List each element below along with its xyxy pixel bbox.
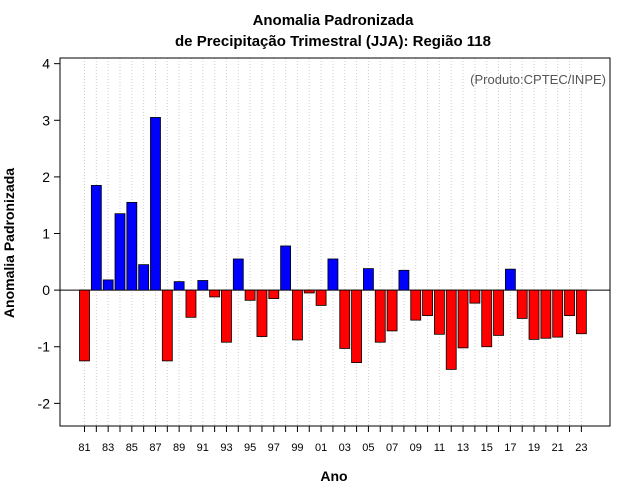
x-tick-label-99: 99	[291, 442, 303, 454]
bar-94	[232, 258, 244, 291]
x-tick-label-85: 85	[126, 442, 138, 454]
x-tick-label-95: 95	[244, 442, 256, 454]
bar-19	[528, 289, 540, 340]
x-tick-label-89: 89	[173, 442, 185, 454]
x-tick-label-07: 07	[386, 442, 398, 454]
x-tick-label-03: 03	[339, 442, 351, 454]
source-annotation: (Produto:CPTEC/INPE)	[470, 72, 606, 87]
bar-22	[564, 289, 575, 317]
bar-14	[469, 289, 481, 304]
bar-93	[221, 289, 232, 343]
x-tick-label-21: 21	[552, 442, 564, 454]
bar-86	[138, 264, 150, 291]
bar-17	[504, 268, 516, 291]
bar-20	[540, 289, 552, 339]
bar-16	[493, 289, 504, 336]
chart-title-line1: Anomalia Padronizada	[253, 12, 415, 29]
bar-89	[173, 281, 185, 291]
bar-98	[280, 245, 292, 291]
y-axis-title: Anomalia Padronizada	[1, 168, 17, 318]
x-tick-label-11: 11	[434, 442, 445, 454]
x-tick-label-19: 19	[528, 442, 540, 454]
bar-95	[244, 289, 256, 301]
bar-91	[197, 280, 209, 291]
bar-05	[363, 268, 374, 291]
x-tick-label-23: 23	[575, 442, 587, 454]
y-tick-label: 1	[42, 226, 50, 242]
bar-82	[90, 184, 102, 291]
bar-11	[433, 289, 445, 335]
bar-99	[292, 289, 303, 341]
bar-97	[268, 289, 280, 300]
bar-88	[161, 289, 173, 362]
bar-02	[327, 258, 339, 291]
bars	[79, 117, 587, 370]
y-tick-label: 0	[42, 282, 50, 298]
bar-09	[410, 289, 422, 321]
bar-96	[256, 289, 268, 337]
bar-83	[102, 279, 114, 291]
x-tick-label-05: 05	[362, 442, 374, 454]
bar-04	[351, 289, 362, 363]
bar-13	[457, 289, 469, 349]
bar-15	[481, 289, 493, 348]
bar-21	[552, 289, 564, 338]
bar-85	[126, 201, 138, 291]
x-tick-label-09: 09	[410, 442, 422, 454]
bar-10	[422, 289, 433, 317]
bar-01	[315, 289, 327, 306]
grid-lines	[84, 58, 582, 426]
y-tick-label: -1	[38, 339, 51, 355]
chart-title-line2: de Precipitação Trimestral (JJA): Região…	[175, 33, 491, 50]
x-tick-label-15: 15	[481, 442, 493, 454]
x-tick-label-97: 97	[268, 442, 280, 454]
x-axis: 81 83 85 87 89 91 93 95 97 99 01 03 05 07 09 11 13 15 17 19…	[78, 426, 587, 454]
y-tick-label: -2	[38, 395, 51, 411]
bar-06	[374, 289, 386, 343]
bar-81	[79, 289, 90, 362]
x-axis-title: Ano	[320, 468, 347, 484]
bar-18	[516, 289, 528, 319]
x-tick-label-87: 87	[149, 442, 161, 454]
bar-90	[185, 289, 197, 318]
x-tick-label-91: 91	[197, 442, 209, 454]
bar-07	[386, 289, 398, 332]
y-axis: -2 -1 0 1 2 3 4	[38, 56, 60, 411]
bar-87	[150, 117, 161, 291]
bar-23	[575, 289, 587, 335]
x-tick-label-93: 93	[220, 442, 232, 454]
y-tick-label: 3	[42, 112, 50, 128]
x-tick-label-13: 13	[457, 442, 469, 454]
y-tick-label: 4	[42, 56, 50, 72]
x-tick-label-01: 01	[315, 442, 327, 454]
bar-92	[209, 289, 221, 298]
x-tick-label-17: 17	[504, 442, 516, 454]
bar-00	[303, 289, 315, 294]
plot-frame	[59, 57, 611, 427]
bar-84	[114, 213, 126, 291]
bar-12	[445, 289, 457, 370]
y-tick-label: 2	[42, 169, 50, 185]
bar-03	[339, 289, 351, 349]
x-tick-label-81: 81	[78, 442, 90, 454]
bar-08	[398, 269, 410, 291]
x-tick-label-83: 83	[102, 442, 114, 454]
